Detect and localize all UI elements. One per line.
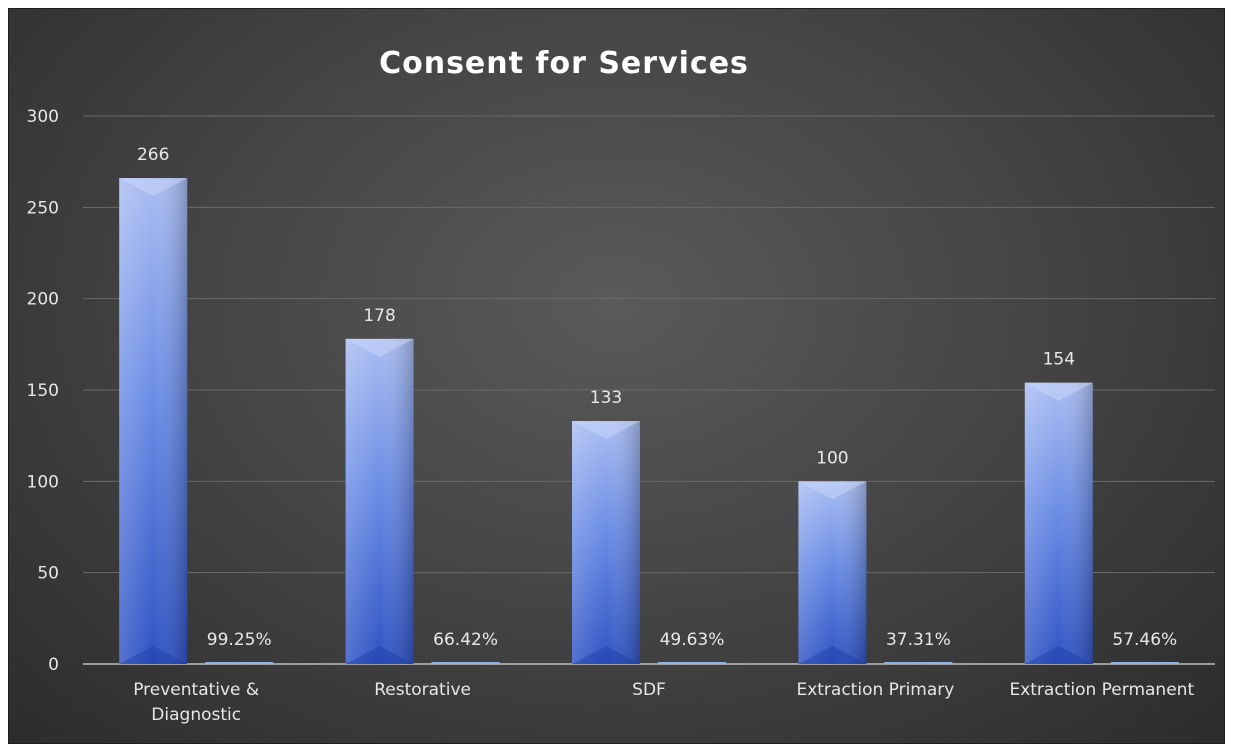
bar-count bbox=[572, 421, 640, 664]
y-tick-label: 50 bbox=[37, 564, 59, 584]
bar-count-shade bbox=[119, 178, 188, 664]
y-tick-label: 150 bbox=[27, 381, 59, 401]
bar-percent bbox=[205, 662, 274, 664]
chart-title: Consent for Services bbox=[379, 46, 749, 81]
y-tick-label: 300 bbox=[27, 107, 59, 127]
bar-count-bevel bbox=[572, 646, 640, 664]
bar-count-bevel bbox=[1024, 646, 1093, 664]
bar-count-bevel bbox=[798, 481, 867, 500]
y-tick-label: 0 bbox=[48, 655, 59, 675]
bars bbox=[119, 178, 1179, 664]
bar-count-bevel bbox=[798, 646, 867, 664]
x-category-label: Restorative bbox=[374, 680, 471, 700]
bar-count-bevel bbox=[345, 646, 414, 664]
bar-percent-label: 57.46% bbox=[1112, 630, 1177, 650]
x-category-label: Preventative & bbox=[133, 680, 259, 700]
bar-percent bbox=[1110, 662, 1179, 664]
bar-count bbox=[345, 338, 414, 664]
bar-count-label: 266 bbox=[137, 145, 169, 165]
bar-count-shade bbox=[1024, 382, 1093, 664]
x-axis: Preventative & Diagnostic Restorative SDF Ex… bbox=[133, 680, 1194, 725]
chart-frame: Consent for Services 0 50 100 150 200 250 300 … bbox=[8, 8, 1225, 744]
bar-count bbox=[1024, 382, 1093, 664]
y-tick-label: 200 bbox=[27, 290, 59, 310]
data-labels: 266 99.25% 178 66.42% 133 49.63% 100 37.31% 154 5… bbox=[137, 145, 1177, 650]
bar-count-label: 154 bbox=[1043, 350, 1075, 370]
bar-count-bevel bbox=[119, 646, 188, 664]
bar-count-bevel bbox=[345, 338, 414, 357]
bar-percent bbox=[884, 662, 953, 664]
bar-percent bbox=[658, 662, 726, 664]
bar-percent bbox=[431, 662, 500, 664]
y-tick-label: 100 bbox=[27, 472, 59, 492]
bar-percent-label: 37.31% bbox=[886, 630, 951, 650]
x-category-label: Extraction Permanent bbox=[1009, 680, 1194, 700]
bar-count bbox=[798, 481, 867, 664]
x-category-label: SDF bbox=[632, 680, 666, 700]
bar-count-label: 100 bbox=[816, 448, 848, 468]
bar-count-shade bbox=[798, 481, 867, 664]
bar-percent-label: 49.63% bbox=[660, 630, 725, 650]
bar-percent-label: 66.42% bbox=[433, 630, 498, 650]
bar-count-shade bbox=[345, 338, 414, 664]
bar-count-bevel bbox=[572, 421, 640, 440]
bar-count-label: 133 bbox=[590, 388, 622, 408]
x-category-label: Diagnostic bbox=[151, 705, 241, 725]
bar-count-label: 178 bbox=[363, 306, 395, 326]
y-tick-label: 250 bbox=[27, 198, 59, 218]
bar-percent-label: 99.25% bbox=[207, 630, 272, 650]
bar-count-bevel bbox=[1024, 382, 1093, 401]
x-category-label: Extraction Primary bbox=[796, 680, 954, 700]
bar-chart: Consent for Services 050100150200250300 … bbox=[27, 46, 1215, 725]
bar-count-bevel bbox=[119, 178, 188, 197]
bar-count bbox=[119, 178, 188, 664]
bar-count-shade bbox=[572, 421, 640, 664]
